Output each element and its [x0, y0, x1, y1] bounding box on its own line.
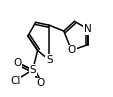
Text: O: O	[13, 58, 21, 68]
Text: S: S	[29, 65, 36, 75]
Text: Cl: Cl	[10, 75, 20, 86]
Text: N: N	[83, 24, 91, 34]
Text: O: O	[36, 78, 44, 88]
Text: S: S	[46, 55, 52, 65]
Text: O: O	[67, 45, 75, 55]
